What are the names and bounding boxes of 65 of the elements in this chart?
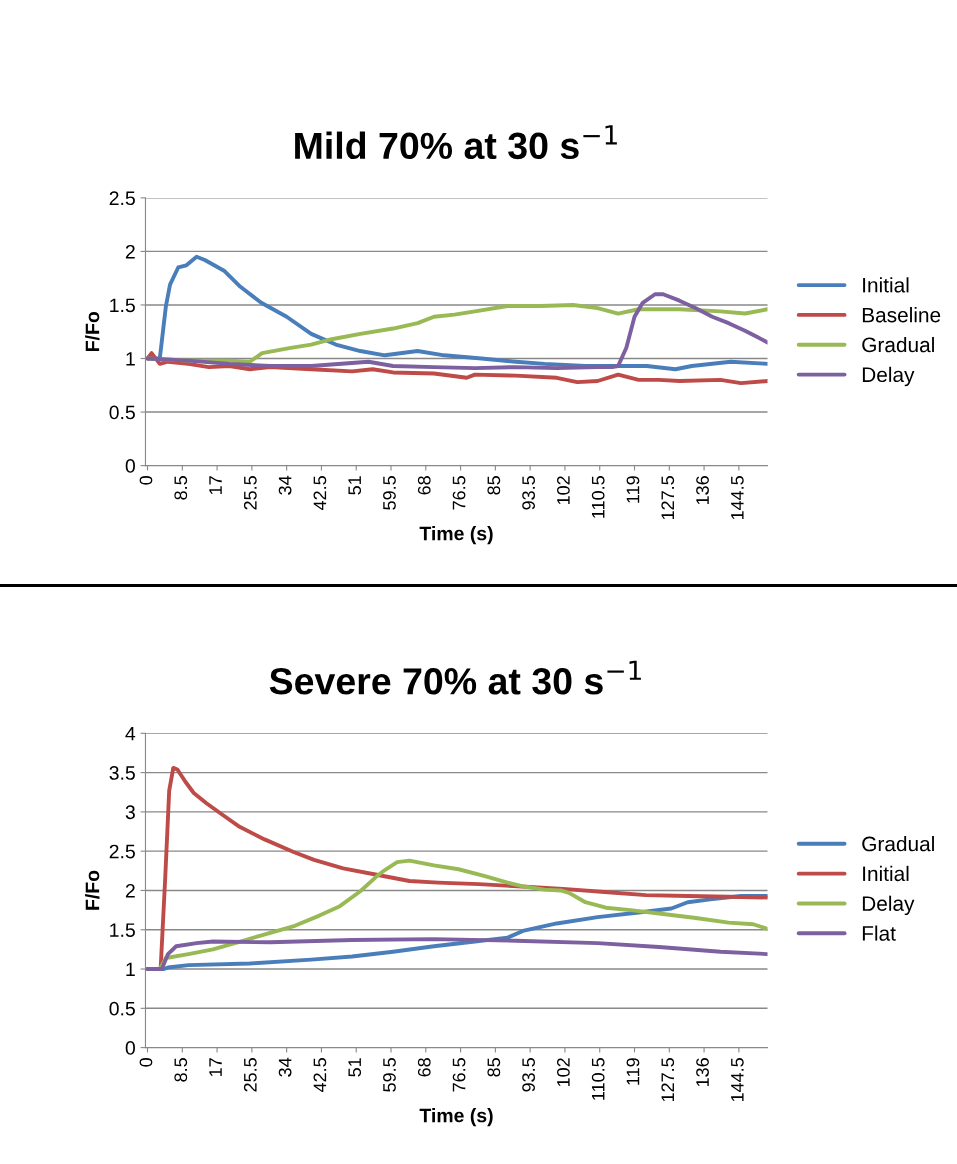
x-axis-title: Time (s) xyxy=(419,1108,493,1127)
x-tick-label: 127.5 xyxy=(661,476,675,520)
x-tick-label: 25.5 xyxy=(243,476,257,510)
y-tick-label: 0.5 xyxy=(109,405,135,420)
x-tick-label: 68 xyxy=(417,476,431,495)
chart-title: Severe 70% at 30 s$^{−1}$ xyxy=(269,660,641,695)
y-axis-title: F/Fo xyxy=(85,311,100,351)
x-tick-label: 68 xyxy=(417,1058,431,1077)
x-tick-label: 110.5 xyxy=(591,476,605,518)
x-tick-label: 42.5 xyxy=(313,476,327,511)
y-tick-label: 0 xyxy=(125,459,135,473)
chart-title: Mild 70% at 30 s$^{−1}$ xyxy=(295,125,617,160)
x-tick-label: 119 xyxy=(626,1058,640,1085)
y-tick-label: 3.5 xyxy=(109,766,135,780)
x-tick-label: 144.5 xyxy=(731,1058,744,1102)
x-tick-label: 42.5 xyxy=(313,1058,327,1093)
legend-label: Baseline xyxy=(862,307,941,323)
x-axis-title: Time (s) xyxy=(419,526,493,545)
x-tick-label: 85 xyxy=(487,1058,501,1077)
legend-label: Delay xyxy=(862,366,915,387)
x-tick-label: 136 xyxy=(696,1058,709,1087)
x-tick-label: 127.5 xyxy=(661,1058,675,1102)
x-tick-label: 34 xyxy=(278,475,292,495)
y-tick-label: 2 xyxy=(125,883,135,898)
y-axis-title: F/Fo xyxy=(85,870,100,910)
legend-label: Flat xyxy=(862,925,896,941)
x-tick-label: 76.5 xyxy=(452,1058,466,1092)
legend-label: Delay xyxy=(862,895,915,916)
x-tick-label: 0 xyxy=(139,1058,153,1067)
y-tick-label: 1 xyxy=(126,352,135,366)
x-tick-label: 93.5 xyxy=(522,1058,535,1092)
x-tick-label: 119 xyxy=(626,476,640,503)
x-tick-label: 110.5 xyxy=(591,1058,605,1100)
x-tick-label: 51 xyxy=(348,476,362,495)
x-tick-label: 17 xyxy=(209,476,222,495)
x-tick-label: 59.5 xyxy=(383,1058,396,1092)
legend-label: Gradual xyxy=(862,835,934,852)
x-tick-label: 0 xyxy=(139,476,153,485)
y-tick-label: 0 xyxy=(125,1041,135,1055)
y-tick-label: 1 xyxy=(126,962,135,977)
y-tick-label: 2.5 xyxy=(109,844,135,859)
x-tick-label: 102 xyxy=(557,1058,570,1087)
x-tick-label: 76.5 xyxy=(452,476,466,510)
x-tick-label: 136 xyxy=(696,476,709,505)
x-tick-label: 17 xyxy=(209,1058,222,1077)
x-tick-label: 144.5 xyxy=(731,476,744,520)
x-tick-label: 59.5 xyxy=(383,476,396,510)
x-tick-label: 34 xyxy=(278,1057,292,1077)
x-tick-label: 102 xyxy=(557,476,570,505)
x-tick-label: 8.5 xyxy=(174,476,188,500)
y-tick-label: 1.5 xyxy=(110,923,135,937)
y-tick-label: 3 xyxy=(125,805,135,820)
x-tick-label: 93.5 xyxy=(522,476,535,510)
legend-label: Gradual xyxy=(862,336,934,353)
legend-label: Initial xyxy=(863,277,909,293)
y-tick-label: 0.5 xyxy=(109,1001,135,1016)
y-tick-label: 4 xyxy=(125,726,136,741)
x-tick-label: 85 xyxy=(487,476,501,495)
legend-label: Initial xyxy=(863,865,909,882)
x-tick-label: 51 xyxy=(348,1058,362,1077)
y-tick-label: 2.5 xyxy=(109,191,135,206)
x-tick-label: 8.5 xyxy=(174,1058,188,1082)
y-tick-label: 2 xyxy=(125,244,135,259)
x-tick-label: 25.5 xyxy=(243,1058,257,1092)
y-tick-label: 1.5 xyxy=(110,298,135,313)
